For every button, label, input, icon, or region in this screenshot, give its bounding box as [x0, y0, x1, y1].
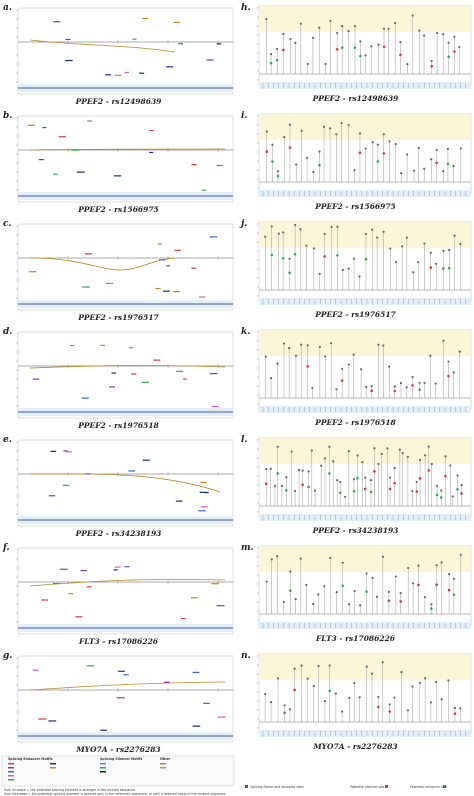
panel-caption: PPEF2 - rs34238193 [75, 529, 162, 538]
panel-caption: PPEF2 - rs12498639 [312, 94, 399, 103]
panel-label: b. [3, 111, 13, 121]
panel-label: k. [241, 327, 251, 337]
right-panel: h. PPEF2 - rs12498639 [237, 0, 474, 108]
panel-label: h. [241, 3, 251, 13]
legend-right-item-1: Splicing Donor and Acceptor sites [250, 785, 304, 789]
panel-label: a. [3, 3, 12, 13]
panel-label: g. [3, 651, 13, 661]
panel-caption: PPEF2 - rs1976517 [78, 313, 159, 322]
lollipop-plot [257, 5, 472, 89]
lollipop-plot [257, 437, 472, 521]
motif-plot [16, 655, 234, 743]
legend-enhancer-title: Splicing Enhancer Motifs [8, 757, 53, 761]
panel-caption: PPEF2 - rs1566975 [315, 202, 396, 211]
panel-caption: FLT3 - rs17086226 [78, 637, 159, 646]
left-panel: f. FLT3 - rs17086226 [0, 540, 237, 648]
legend-footer-1: Sum Increase = the potential splicing el… [4, 788, 136, 792]
panel-label: c. [3, 219, 12, 229]
right-panel: m. FLT3 - rs17086226 [237, 540, 474, 648]
lollipop-plot [257, 329, 472, 413]
legend-other-title: Other [160, 757, 171, 761]
left-panel: b. PPEF2 - rs1566975 [0, 108, 237, 216]
right-panel: i. PPEF2 - rs1566975 [237, 108, 474, 216]
panel-label: n. [241, 651, 251, 661]
panel-caption: PPEF2 - rs1976517 [315, 310, 396, 319]
legend-graphic [1, 755, 446, 788]
lollipop-plot [257, 653, 472, 737]
panel-caption: PPEF2 - rs12498639 [75, 97, 162, 106]
panel-label: f. [3, 543, 10, 553]
panel-label: i. [241, 111, 248, 121]
lollipop-plot [257, 221, 472, 305]
panel-caption: PPEF2 - rs1566975 [78, 205, 159, 214]
motif-plot [16, 7, 234, 95]
panel-caption: PPEF2 - rs1976518 [78, 421, 159, 430]
right-panel: k. PPEF2 - rs1976518 [237, 324, 474, 432]
left-panel: c. PPEF2 - rs1976517 [0, 216, 237, 324]
left-panel: d. PPEF2 - rs1976518 [0, 324, 237, 432]
legend-right-item-3: Potential enhancer site [410, 785, 447, 789]
left-panel: a. PPEF2 - rs12498639 [0, 0, 237, 108]
lollipop-plot [257, 113, 472, 197]
left-panel: e. PPEF2 - rs34238193 [0, 432, 237, 540]
motif-plot [16, 115, 234, 203]
right-panel: j. PPEF2 - rs1976517 [237, 216, 474, 324]
panel-caption: PPEF2 - rs34238193 [312, 526, 399, 535]
legend-right-item-2: Potential silencer site [350, 785, 385, 789]
motif-plot [16, 223, 234, 311]
legend-silencer-title: Splicing Silencer Motifs [100, 757, 143, 761]
motif-plot [16, 439, 234, 527]
panel-label: j. [241, 219, 248, 229]
motif-plot [16, 547, 234, 635]
right-panel: l. PPEF2 - rs34238193 [237, 432, 474, 540]
legend-footer-2: Sum Decrease = the potential splicing el… [4, 792, 226, 796]
panel-caption: FLT3 - rs17086226 [315, 634, 396, 643]
panel-label: d. [3, 327, 13, 337]
panel-caption: MYO7A - rs2276283 [313, 742, 398, 751]
left-panel: g. MYO7A - rs2276283 [0, 648, 237, 756]
panel-caption: MYO7A - rs2276283 [76, 745, 161, 754]
panel-label: e. [3, 435, 12, 445]
right-panel: n. MYO7A - rs2276283 [237, 648, 474, 756]
lollipop-plot [257, 545, 472, 629]
panel-label: m. [241, 543, 254, 553]
panel-label: l. [241, 435, 248, 445]
panel-caption: PPEF2 - rs1976518 [315, 418, 396, 427]
legend: Splicing Enhancer Motifs Splicing Silenc… [0, 755, 474, 796]
motif-plot [16, 331, 234, 419]
